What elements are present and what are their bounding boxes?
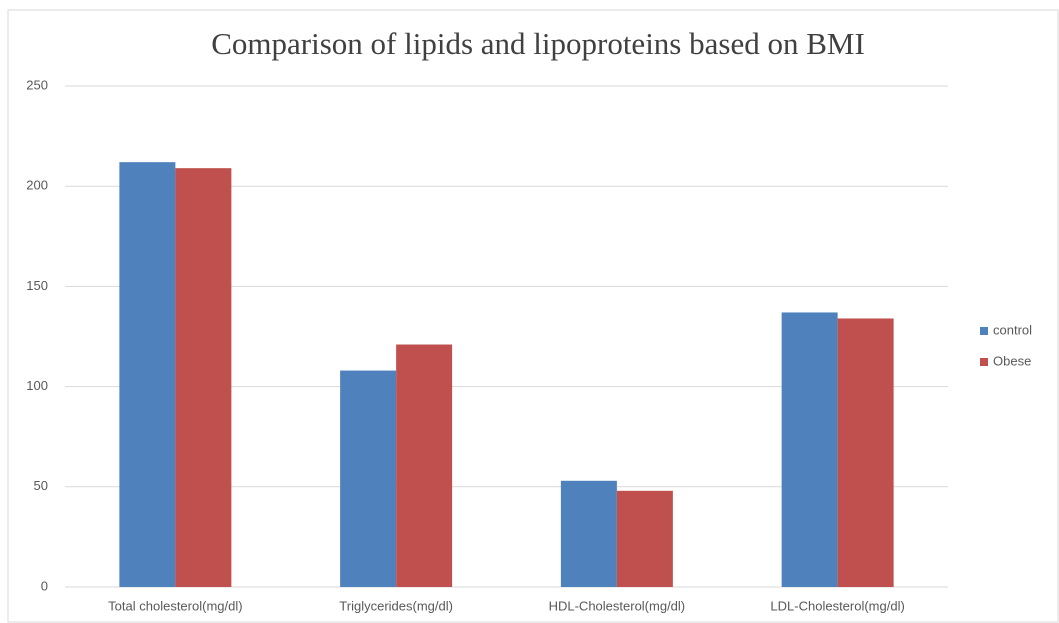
bar xyxy=(119,162,176,588)
y-tick-label: 200 xyxy=(26,178,48,193)
bar xyxy=(340,370,397,587)
chart-title: Comparison of lipids and lipoproteins ba… xyxy=(211,26,865,61)
x-tick-label: LDL-Cholesterol(mg/dl) xyxy=(770,598,904,613)
y-tick-label: 50 xyxy=(34,478,48,493)
bar xyxy=(396,344,453,587)
y-tick-label: 0 xyxy=(41,578,48,593)
bar xyxy=(175,168,232,587)
bar xyxy=(837,318,894,587)
y-tick-label: 250 xyxy=(26,77,48,92)
bar xyxy=(560,480,617,587)
x-tick-label: HDL-Cholesterol(mg/dl) xyxy=(549,598,686,613)
y-tick-label: 100 xyxy=(26,378,48,393)
legend-swatch xyxy=(980,358,988,366)
x-tick-label: Total cholesterol(mg/dl) xyxy=(108,598,242,613)
legend-swatch xyxy=(980,327,988,335)
legend-label: control xyxy=(993,322,1032,337)
bar xyxy=(781,312,838,587)
bar xyxy=(616,490,673,587)
x-tick-label: Triglycerides(mg/dl) xyxy=(339,598,453,613)
legend-label: Obese xyxy=(993,353,1031,368)
y-tick-label: 150 xyxy=(26,278,48,293)
